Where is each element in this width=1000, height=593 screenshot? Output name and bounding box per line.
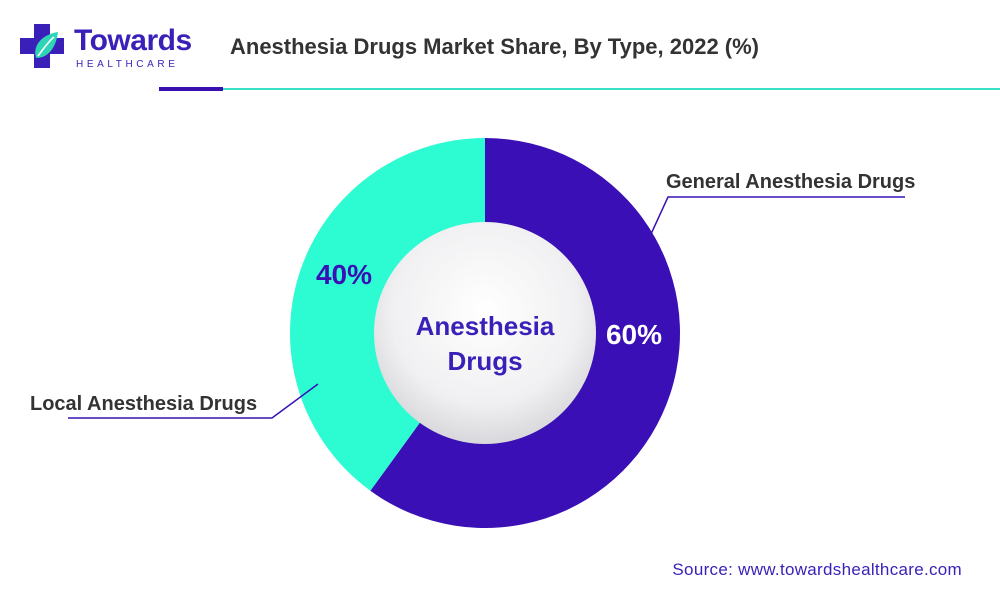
donut-center-label-line1: Anesthesia [416,311,555,341]
logo-wordmark: Towards [74,24,192,57]
donut-center-label-line2: Drugs [447,346,522,376]
chart-title: Anesthesia Drugs Market Share, By Type, … [230,34,760,59]
brand-logo: Towards HEALTHCARE [14,18,192,74]
logo-subtitle: HEALTHCARE [76,59,179,70]
title-divider-line [223,88,1000,90]
leader-line-local [68,383,319,419]
slice-value-local: 40% [316,259,372,290]
leader-line-general [639,196,905,259]
slice-label-local: Local Anesthesia Drugs [30,393,257,415]
medical-cross-leaf-icon [20,24,64,68]
source-credit: Source: www.towardshealthcare.com [672,560,962,579]
donut-center-disc [374,222,596,444]
slice-label-general: General Anesthesia Drugs [666,171,915,193]
slice-value-general: 60% [606,319,662,350]
title-accent-bar [159,87,223,91]
